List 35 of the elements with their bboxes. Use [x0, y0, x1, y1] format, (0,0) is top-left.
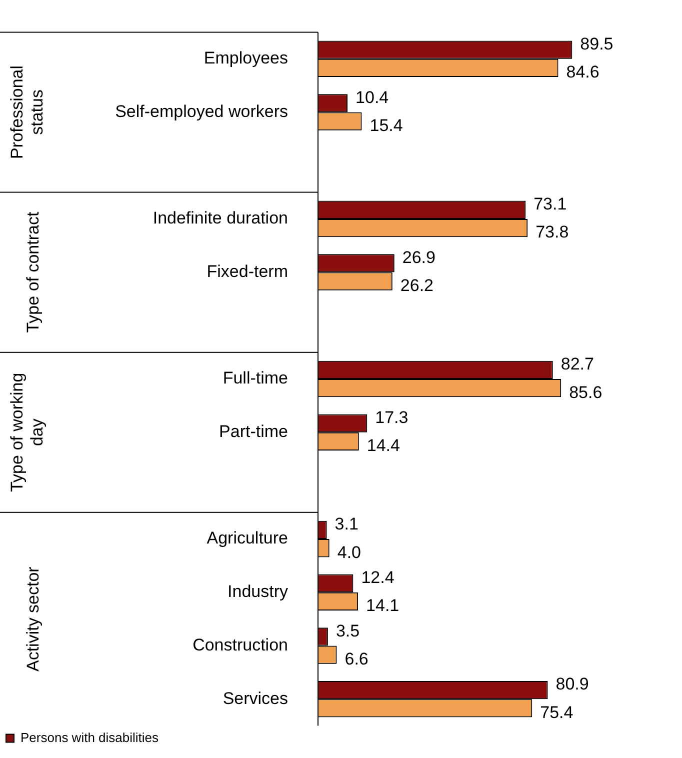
data-label: 17.3	[375, 408, 408, 427]
data-label: 84.6	[566, 62, 600, 82]
y-tick-label: Indefinite duration	[152, 208, 288, 228]
y-tick-label: Self-employed workers	[115, 102, 288, 121]
data-label: 73.8	[536, 222, 569, 242]
data-label: 14.4	[366, 436, 400, 456]
data-label: 26.2	[400, 276, 434, 296]
data-label: 75.4	[540, 702, 574, 722]
data-label: 73.1	[534, 194, 567, 214]
text: Type of contract	[24, 212, 43, 333]
data-label: 3.5	[336, 621, 360, 640]
text: Activity sector	[24, 566, 43, 672]
legend-label: Persons with disabilities	[20, 730, 160, 745]
y-tick-label: Part-time	[219, 422, 288, 442]
data-label: 80.9	[556, 674, 589, 694]
data-label: 15.4	[370, 116, 403, 135]
y-tick-label: Construction	[192, 635, 288, 654]
y-tick-label: Industry	[228, 582, 288, 602]
y-tick-label: Employees	[204, 48, 288, 68]
y-tick-label: Agriculture	[206, 528, 288, 548]
data-label: 6.6	[344, 650, 368, 669]
data-label: 85.6	[569, 382, 602, 402]
y-tick-label: Fixed-term	[206, 262, 288, 281]
data-label: 82.7	[560, 354, 594, 374]
data-label: 89.5	[580, 34, 614, 54]
y-tick-label: Services	[222, 688, 288, 708]
data-label: 4.0	[337, 542, 361, 562]
data-label: 3.1	[334, 514, 358, 534]
data-label: 12.4	[361, 568, 394, 588]
y-tick-label: Full-time	[222, 368, 288, 388]
text: Type of working day	[8, 372, 47, 492]
data-label: 10.4	[356, 88, 389, 107]
data-label: 14.1	[366, 596, 400, 616]
text: Professional status	[8, 65, 47, 160]
data-label: 26.9	[402, 248, 436, 267]
